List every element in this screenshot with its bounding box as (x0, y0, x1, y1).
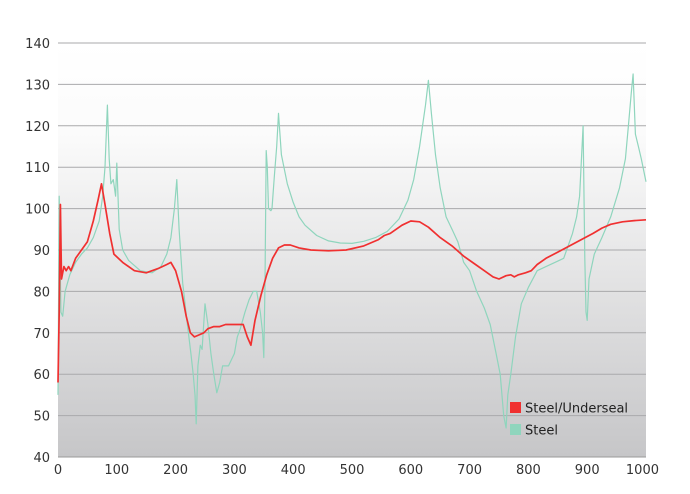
x-tick-label: 500 (340, 463, 365, 478)
x-tick-label: 600 (398, 463, 423, 478)
x-axis-ticks: 0 100 200 300 400 500 600 700 800 900 1000 (54, 463, 659, 478)
series-line-steel (57, 73, 647, 429)
y-tick-label: 80 (33, 285, 50, 300)
x-tick-label: 0 (54, 463, 62, 478)
x-tick-label: 200 (163, 463, 188, 478)
x-tick-label: 400 (281, 463, 306, 478)
legend-swatch (510, 424, 521, 435)
legend-swatch (510, 402, 521, 413)
y-tick-label: 90 (33, 244, 50, 259)
y-tick-label: 110 (25, 161, 50, 176)
y-tick-label: 100 (25, 203, 50, 218)
y-tick-label: 140 (25, 37, 50, 52)
y-tick-label: 70 (33, 327, 50, 342)
x-tick-label: 700 (457, 463, 482, 478)
series-lines (57, 73, 647, 429)
x-tick-label: 800 (516, 463, 541, 478)
x-tick-label: 100 (104, 463, 129, 478)
x-tick-label: 1000 (626, 463, 659, 478)
y-tick-label: 50 (33, 410, 50, 425)
series-line-steel-underseal (57, 182, 647, 383)
gridlines (58, 42, 646, 458)
y-tick-label: 40 (33, 451, 50, 466)
legend: Steel/Underseal Steel (510, 402, 628, 439)
y-axis-ticks: 40 50 60 70 80 90 100 110 120 130 140 (25, 37, 50, 466)
x-tick-label: 900 (575, 463, 600, 478)
legend-label: Steel/Underseal (525, 402, 628, 417)
legend-label: Steel (525, 424, 558, 439)
y-tick-label: 130 (25, 78, 50, 93)
y-tick-label: 120 (25, 120, 50, 135)
y-tick-label: 60 (33, 368, 50, 383)
x-tick-label: 300 (222, 463, 247, 478)
